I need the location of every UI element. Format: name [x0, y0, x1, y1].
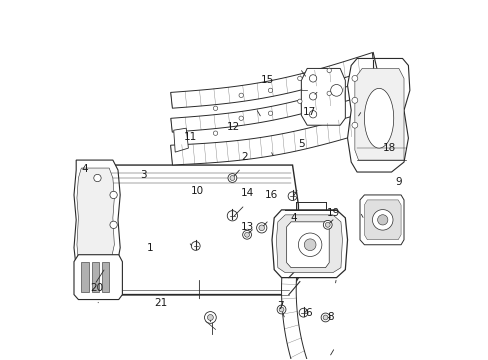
- Text: 9: 9: [395, 177, 401, 187]
- Polygon shape: [281, 239, 307, 360]
- Circle shape: [207, 315, 213, 320]
- Text: 15: 15: [261, 75, 274, 85]
- Circle shape: [326, 68, 331, 73]
- Circle shape: [323, 220, 331, 229]
- Circle shape: [94, 174, 101, 182]
- Circle shape: [330, 85, 342, 96]
- Circle shape: [110, 191, 117, 199]
- Text: 6: 6: [305, 308, 312, 318]
- Text: 1: 1: [147, 243, 154, 253]
- Circle shape: [94, 264, 101, 271]
- Circle shape: [242, 230, 251, 239]
- Text: 4: 4: [81, 164, 88, 174]
- Polygon shape: [81, 262, 88, 292]
- Circle shape: [191, 242, 200, 250]
- Circle shape: [227, 211, 237, 221]
- Circle shape: [229, 176, 234, 180]
- Text: 12: 12: [226, 122, 239, 132]
- Circle shape: [299, 308, 307, 317]
- Text: 8: 8: [326, 312, 333, 322]
- Polygon shape: [301, 68, 345, 125]
- Text: 2: 2: [241, 152, 247, 162]
- Text: 4: 4: [290, 213, 297, 222]
- Circle shape: [323, 315, 327, 320]
- Circle shape: [287, 192, 296, 201]
- Text: 7: 7: [277, 301, 283, 311]
- Polygon shape: [359, 195, 403, 245]
- Text: 19: 19: [326, 208, 339, 218]
- Text: 11: 11: [183, 132, 196, 142]
- Circle shape: [309, 111, 316, 118]
- Polygon shape: [74, 160, 120, 280]
- Circle shape: [268, 111, 272, 116]
- Text: 5: 5: [297, 139, 304, 149]
- Polygon shape: [276, 215, 342, 273]
- Circle shape: [351, 97, 357, 103]
- Circle shape: [377, 215, 387, 225]
- Circle shape: [321, 313, 329, 322]
- Circle shape: [351, 122, 357, 128]
- Circle shape: [239, 116, 243, 121]
- Circle shape: [213, 106, 217, 111]
- Polygon shape: [74, 255, 122, 300]
- Polygon shape: [364, 200, 400, 240]
- Circle shape: [297, 99, 302, 104]
- Polygon shape: [170, 53, 373, 108]
- Text: 18: 18: [382, 143, 396, 153]
- Text: 3: 3: [140, 170, 146, 180]
- Text: 16: 16: [264, 190, 278, 200]
- Circle shape: [325, 222, 329, 227]
- Polygon shape: [271, 210, 347, 278]
- Circle shape: [239, 93, 243, 98]
- Circle shape: [204, 312, 216, 323]
- Polygon shape: [347, 58, 409, 172]
- Polygon shape: [364, 88, 393, 148]
- Circle shape: [244, 232, 249, 237]
- Polygon shape: [286, 222, 328, 268]
- Circle shape: [372, 210, 392, 230]
- Polygon shape: [77, 168, 114, 270]
- Circle shape: [110, 221, 117, 229]
- Polygon shape: [170, 78, 373, 132]
- Text: 21: 21: [154, 298, 167, 308]
- Circle shape: [326, 91, 331, 95]
- Polygon shape: [91, 262, 99, 292]
- Circle shape: [256, 223, 266, 233]
- Circle shape: [297, 76, 302, 81]
- Circle shape: [258, 225, 264, 231]
- Polygon shape: [354, 68, 403, 160]
- Polygon shape: [105, 165, 298, 294]
- Text: 20: 20: [90, 283, 103, 293]
- Circle shape: [304, 239, 315, 251]
- Circle shape: [351, 76, 357, 81]
- Polygon shape: [170, 111, 373, 165]
- Text: 10: 10: [190, 186, 203, 197]
- Circle shape: [268, 88, 272, 93]
- Polygon shape: [102, 262, 109, 292]
- Polygon shape: [173, 128, 188, 152]
- Circle shape: [213, 131, 217, 135]
- Circle shape: [298, 233, 321, 256]
- Text: 13: 13: [240, 222, 253, 232]
- Text: 14: 14: [240, 188, 253, 198]
- Circle shape: [277, 305, 285, 314]
- Circle shape: [309, 75, 316, 82]
- Circle shape: [309, 93, 316, 100]
- Circle shape: [279, 307, 284, 312]
- Circle shape: [227, 174, 236, 183]
- Text: 17: 17: [302, 107, 315, 117]
